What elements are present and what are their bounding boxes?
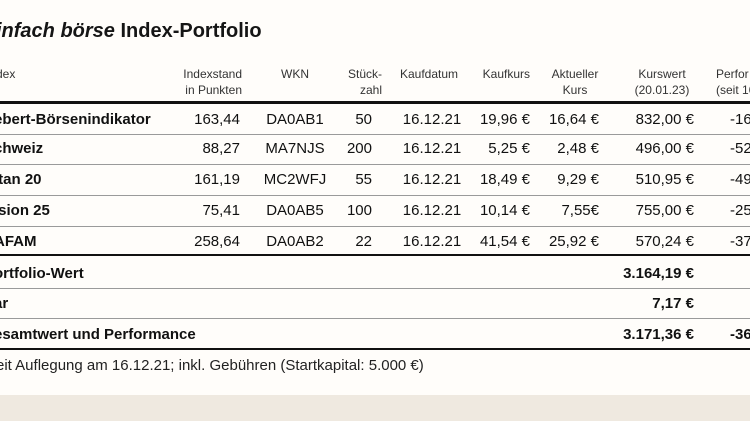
row-kurswert: 510,95 € xyxy=(635,171,694,188)
row-wkn: MC2WFJ xyxy=(263,171,327,188)
row-kaufdatum: 16.12.21 xyxy=(402,233,462,250)
row-stueck: 50 xyxy=(355,111,372,128)
row-kaufkurs: 10,14 € xyxy=(479,202,530,219)
col-header-kaufdatum: Kaufdatum xyxy=(399,67,459,81)
row-index-name: ision 25 xyxy=(0,202,50,219)
row-wkn: DA0AB5 xyxy=(266,202,324,219)
row-kurswert: 570,24 € xyxy=(635,233,694,250)
row-divider xyxy=(0,288,750,289)
row-index-name: itan 20 xyxy=(0,171,42,188)
row-wkn: MA7NJS xyxy=(265,140,325,157)
row-index-name: AFAM xyxy=(0,233,37,250)
row-kaufkurs: 19,96 € xyxy=(479,111,530,128)
col-header-perf-line1: Perfor xyxy=(716,67,749,81)
row-aktueller-kurs: 25,92 € xyxy=(548,233,599,250)
summary-value: 7,17 € xyxy=(652,295,694,312)
row-aktueller-kurs: 2,48 € xyxy=(557,140,599,157)
col-header-kaufkurs: Kaufkurs xyxy=(482,67,530,81)
row-indexstand: 163,44 xyxy=(194,111,240,128)
col-header-aktueller: Aktueller Kurs xyxy=(540,66,610,98)
row-divider xyxy=(0,195,750,196)
col-header-indexstand: Indexstand in Punkten xyxy=(170,66,242,98)
title-brand: infach börse xyxy=(0,20,115,42)
row-performance: -16 xyxy=(730,111,750,128)
col-header-stueck-line1: Stück- xyxy=(347,67,382,81)
row-kaufkurs: 18,49 € xyxy=(479,171,530,188)
col-header-aktueller-line2: Kurs xyxy=(562,83,588,97)
row-stueck: 100 xyxy=(346,202,372,219)
row-divider xyxy=(0,134,750,135)
row-kaufdatum: 16.12.21 xyxy=(402,111,462,128)
footnote: eit Auflegung am 16.12.21; inkl. Gebühre… xyxy=(0,357,424,374)
col-header-wkn: WKN xyxy=(281,67,309,81)
row-index-name: ebert-Börsenindikator xyxy=(0,111,151,128)
row-kaufkurs: 41,54 € xyxy=(479,233,530,250)
row-kurswert: 832,00 € xyxy=(635,111,694,128)
summary-value: 3.171,36 € xyxy=(623,326,694,343)
row-indexstand: 161,19 xyxy=(194,171,240,188)
row-aktueller-kurs: 9,29 € xyxy=(557,171,599,188)
row-performance: -25 xyxy=(730,202,750,219)
summary-value: 3.164,19 € xyxy=(623,265,694,282)
col-header-index: dex xyxy=(0,67,16,81)
row-aktueller-kurs: 7,55€ xyxy=(561,202,599,219)
row-index-name: chweiz xyxy=(0,140,44,157)
row-wkn: DA0AB2 xyxy=(266,233,324,250)
row-stueck: 55 xyxy=(355,171,372,188)
row-kaufdatum: 16.12.21 xyxy=(402,171,462,188)
row-kaufdatum: 16.12.21 xyxy=(402,140,462,157)
row-kurswert: 755,00 € xyxy=(635,202,694,219)
row-stueck: 22 xyxy=(355,233,372,250)
portfolio-card: infach börse Index-Portfolio dex Indexst… xyxy=(0,0,750,395)
col-header-kurswert-line2: (20.01.23) xyxy=(634,83,690,97)
row-kurswert: 496,00 € xyxy=(635,140,694,157)
summary-label: ortfolio-Wert xyxy=(0,265,84,282)
row-performance: -49 xyxy=(730,171,750,188)
header-divider xyxy=(0,101,750,104)
summary-label: ar xyxy=(0,295,9,312)
col-header-kurswert-line1: Kurswert xyxy=(638,67,686,81)
row-indexstand: 258,64 xyxy=(194,233,240,250)
summary-divider xyxy=(0,348,750,350)
summary-performance: -36 xyxy=(730,326,750,343)
row-stueck: 200 xyxy=(346,140,372,157)
row-divider xyxy=(0,318,750,319)
row-divider xyxy=(0,226,750,227)
row-performance: -37 xyxy=(730,233,750,250)
row-indexstand: 88,27 xyxy=(202,140,240,157)
col-header-stueck: Stück- zahl xyxy=(330,66,382,98)
col-header-stueck-line2: zahl xyxy=(359,83,382,97)
col-header-kurswert: Kurswert (20.01.23) xyxy=(622,66,702,98)
row-indexstand: 75,41 xyxy=(202,202,240,219)
col-header-performance: Perfor (seit 16 xyxy=(716,66,750,98)
row-kaufkurs: 5,25 € xyxy=(488,140,530,157)
page-title: infach börse Index-Portfolio xyxy=(0,20,262,43)
col-header-indexstand-line2: in Punkten xyxy=(185,83,242,97)
col-header-perf-line2: (seit 16 xyxy=(716,83,750,97)
table-divider xyxy=(0,254,750,256)
col-header-indexstand-line1: Indexstand xyxy=(183,67,242,81)
row-performance: -52 xyxy=(730,140,750,157)
col-header-aktueller-line1: Aktueller xyxy=(551,67,599,81)
row-wkn: DA0AB1 xyxy=(266,111,324,128)
row-divider xyxy=(0,164,750,165)
summary-label: esamtwert und Performance xyxy=(0,326,196,343)
title-rest: Index-Portfolio xyxy=(114,20,262,42)
row-kaufdatum: 16.12.21 xyxy=(402,202,462,219)
row-aktueller-kurs: 16,64 € xyxy=(548,111,599,128)
